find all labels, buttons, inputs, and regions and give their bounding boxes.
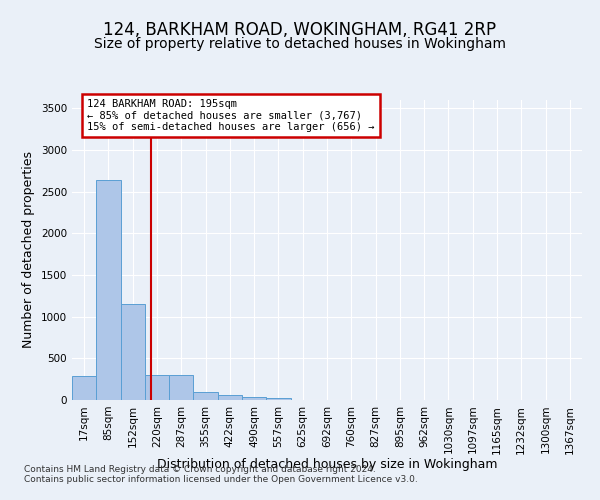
Bar — [96, 180, 121, 400]
Bar — [121, 304, 145, 400]
Text: 124 BARKHAM ROAD: 195sqm
← 85% of detached houses are smaller (3,767)
15% of sem: 124 BARKHAM ROAD: 195sqm ← 85% of detach… — [88, 99, 375, 132]
Text: Contains HM Land Registry data © Crown copyright and database right 2024.: Contains HM Land Registry data © Crown c… — [24, 464, 376, 473]
Y-axis label: Number of detached properties: Number of detached properties — [22, 152, 35, 348]
Bar — [266, 398, 290, 400]
Text: Contains public sector information licensed under the Open Government Licence v3: Contains public sector information licen… — [24, 474, 418, 484]
Bar — [72, 376, 96, 400]
Bar — [169, 375, 193, 400]
X-axis label: Distribution of detached houses by size in Wokingham: Distribution of detached houses by size … — [157, 458, 497, 471]
Bar — [218, 394, 242, 400]
Text: 124, BARKHAM ROAD, WOKINGHAM, RG41 2RP: 124, BARKHAM ROAD, WOKINGHAM, RG41 2RP — [103, 21, 497, 39]
Bar — [145, 375, 169, 400]
Bar — [193, 392, 218, 400]
Bar — [242, 396, 266, 400]
Text: Size of property relative to detached houses in Wokingham: Size of property relative to detached ho… — [94, 37, 506, 51]
